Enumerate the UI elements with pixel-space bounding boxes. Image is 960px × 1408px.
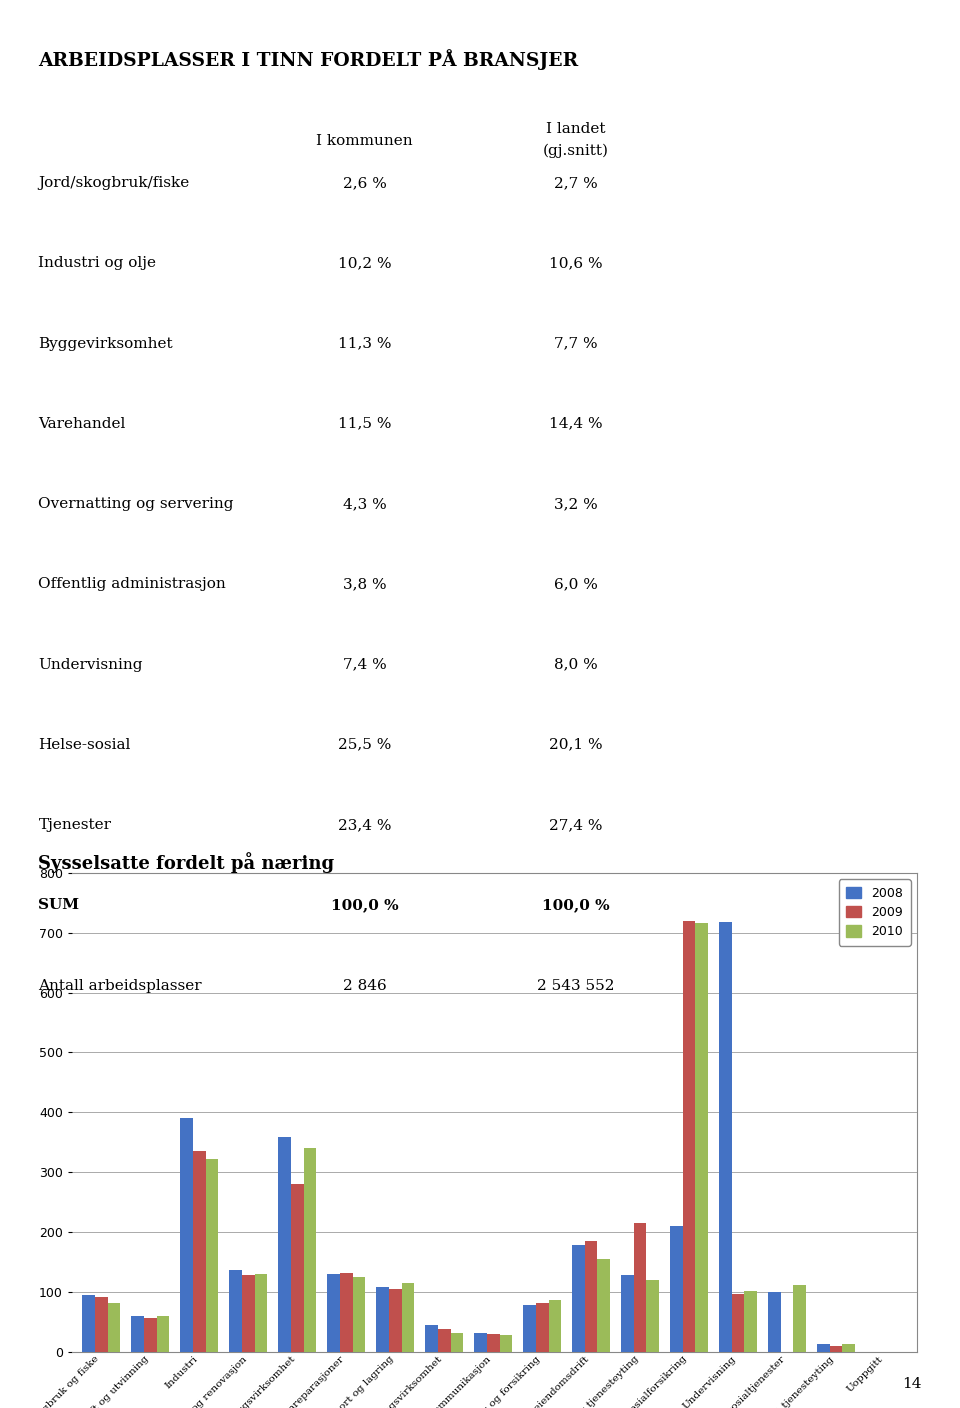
Bar (646, 1280, 660, 1352)
Bar (376, 1287, 389, 1352)
Bar (487, 1333, 499, 1352)
Bar (719, 922, 732, 1352)
Text: I landet: I landet (546, 122, 606, 137)
Text: Undervisning: Undervisning (38, 658, 143, 672)
Text: 20,1 %: 20,1 % (549, 738, 603, 752)
Bar (768, 1293, 780, 1352)
Bar (474, 1332, 487, 1352)
Bar (621, 1276, 634, 1352)
Text: 14: 14 (902, 1377, 922, 1391)
Bar (634, 1224, 646, 1352)
Bar (278, 1138, 291, 1352)
Bar (450, 1332, 464, 1352)
Bar (523, 1305, 536, 1352)
Bar (572, 1245, 585, 1352)
Bar (732, 1294, 744, 1352)
Bar (829, 1346, 842, 1352)
Text: 8,0 %: 8,0 % (554, 658, 598, 672)
Bar (670, 1226, 683, 1352)
Bar (683, 921, 695, 1352)
Text: Byggevirksomhet: Byggevirksomhet (38, 337, 173, 351)
Text: 100,0 %: 100,0 % (331, 898, 398, 912)
Bar (793, 1284, 806, 1352)
Text: 4,3 %: 4,3 % (343, 497, 387, 511)
Text: 3,8 %: 3,8 % (343, 577, 387, 591)
Text: Antall arbeidsplasser: Antall arbeidsplasser (38, 979, 202, 993)
Text: SUM: SUM (38, 898, 80, 912)
Text: 25,5 %: 25,5 % (338, 738, 392, 752)
Text: 2,6 %: 2,6 % (343, 176, 387, 190)
Bar (132, 1315, 144, 1352)
Text: Helse-sosial: Helse-sosial (38, 738, 131, 752)
Bar (95, 1297, 108, 1352)
Bar (438, 1329, 450, 1352)
Text: Offentlig administrasjon: Offentlig administrasjon (38, 577, 227, 591)
Bar (536, 1302, 548, 1352)
Bar (695, 922, 708, 1352)
Bar (254, 1274, 268, 1352)
Text: Overnatting og servering: Overnatting og servering (38, 497, 234, 511)
Text: 27,4 %: 27,4 % (549, 818, 603, 832)
Text: 6,0 %: 6,0 % (554, 577, 598, 591)
Text: I kommunen: I kommunen (317, 134, 413, 148)
Bar (548, 1300, 562, 1352)
Text: 7,4 %: 7,4 % (343, 658, 387, 672)
Bar (597, 1259, 611, 1352)
Text: 3,2 %: 3,2 % (554, 497, 598, 511)
Text: 2 543 552: 2 543 552 (538, 979, 614, 993)
Bar (303, 1149, 317, 1352)
Text: 10,6 %: 10,6 % (549, 256, 603, 270)
Text: Sysselsatte fordelt på næring: Sysselsatte fordelt på næring (38, 852, 334, 873)
Text: Tjenester: Tjenester (38, 818, 111, 832)
Text: Industri og olje: Industri og olje (38, 256, 156, 270)
Bar (744, 1291, 757, 1352)
Bar (401, 1283, 415, 1352)
Text: 11,5 %: 11,5 % (338, 417, 392, 431)
Bar (352, 1277, 366, 1352)
Text: Jord/skogbruk/fiske: Jord/skogbruk/fiske (38, 176, 190, 190)
Bar (291, 1184, 303, 1352)
Bar (144, 1318, 156, 1352)
Bar (389, 1288, 401, 1352)
Bar (108, 1302, 121, 1352)
Legend: 2008, 2009, 2010: 2008, 2009, 2010 (839, 879, 910, 946)
Bar (842, 1345, 855, 1352)
Text: 23,4 %: 23,4 % (338, 818, 392, 832)
Bar (340, 1273, 352, 1352)
Text: Varehandel: Varehandel (38, 417, 126, 431)
Bar (156, 1315, 170, 1352)
Bar (585, 1240, 597, 1352)
Bar (180, 1118, 193, 1352)
Bar (242, 1276, 254, 1352)
Text: 100,0 %: 100,0 % (542, 898, 610, 912)
Text: 2 846: 2 846 (343, 979, 387, 993)
Bar (499, 1335, 513, 1352)
Bar (83, 1295, 95, 1352)
Text: 14,4 %: 14,4 % (549, 417, 603, 431)
Bar (817, 1345, 829, 1352)
Text: 10,2 %: 10,2 % (338, 256, 392, 270)
Text: (gj.snitt): (gj.snitt) (543, 144, 609, 158)
Text: 11,3 %: 11,3 % (338, 337, 392, 351)
Text: ARBEIDSPLASSER I TINN FORDELT PÅ BRANSJER: ARBEIDSPLASSER I TINN FORDELT PÅ BRANSJE… (38, 49, 579, 70)
Bar (205, 1159, 219, 1352)
Text: 7,7 %: 7,7 % (554, 337, 598, 351)
Bar (327, 1274, 340, 1352)
Bar (229, 1270, 242, 1352)
Bar (425, 1325, 438, 1352)
Bar (193, 1152, 205, 1352)
Text: 2,7 %: 2,7 % (554, 176, 598, 190)
